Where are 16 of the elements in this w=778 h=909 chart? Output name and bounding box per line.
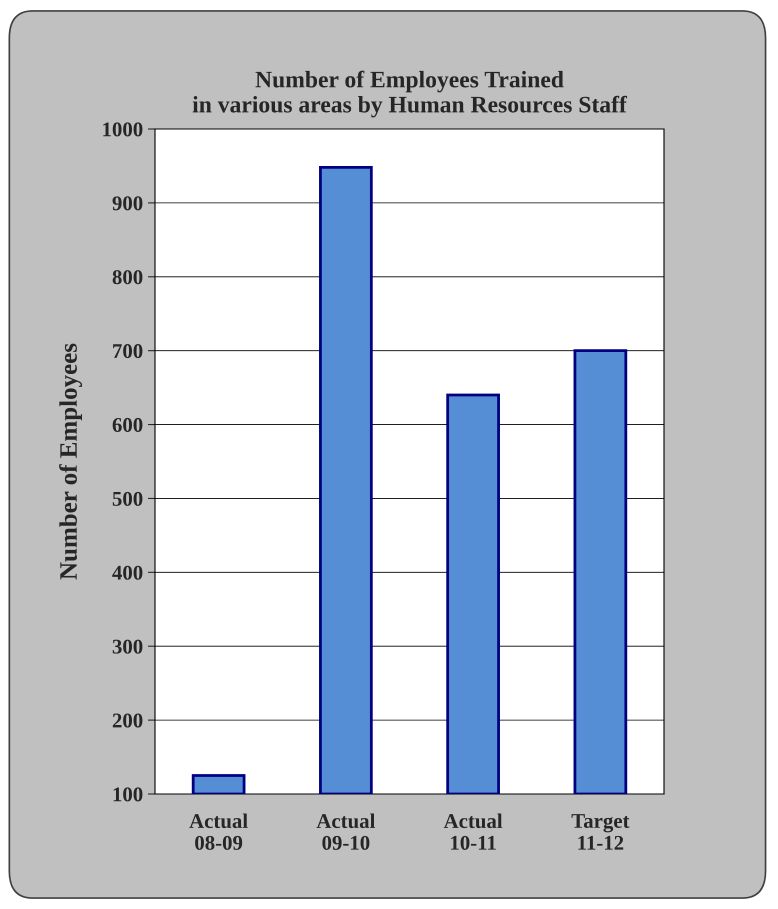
- y-axis-title: Number of Employees: [59, 344, 82, 580]
- x-tick-label: Actual 10-11: [444, 813, 502, 850]
- y-tick-label: 200: [112, 713, 142, 728]
- y-tick-label: 500: [112, 492, 142, 506]
- y-tick-label: 800: [112, 270, 142, 284]
- x-tick-label: Actual 09-10: [316, 813, 376, 850]
- y-tick-label: 300: [112, 640, 142, 654]
- x-tick-label: Actual 08-09: [189, 813, 248, 850]
- y-tick-label: 900: [112, 196, 142, 210]
- y-tick-label: 600: [112, 418, 142, 432]
- y-tick-label: 700: [113, 344, 142, 358]
- y-tick-label: 1000: [103, 122, 142, 136]
- chart-title: Number of Employees Trained in various areas by Human Resources Staff: [192, 70, 628, 118]
- y-tick-label: 100: [114, 787, 142, 802]
- y-tick-label: 400: [112, 566, 142, 580]
- x-tick-label: Target 11-12: [572, 814, 630, 850]
